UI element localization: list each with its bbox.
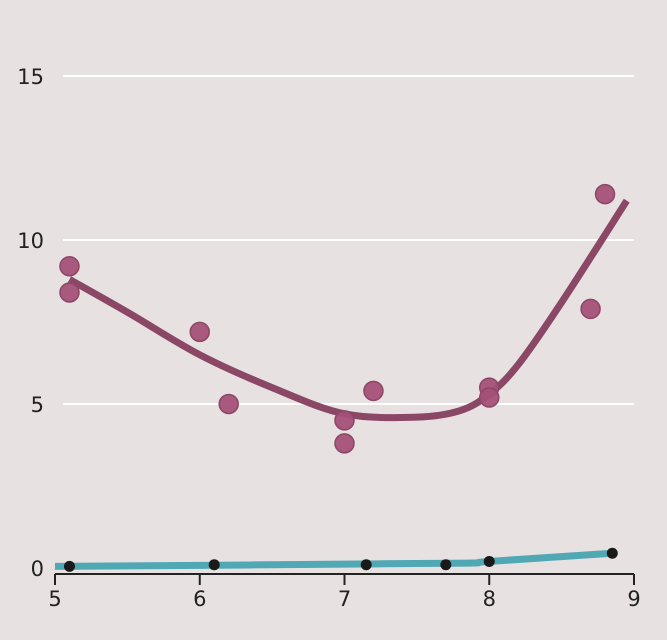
- series-a: [59, 183, 630, 454]
- x-tick-label-5: 5: [48, 587, 61, 611]
- series-a-point-1: [59, 282, 80, 303]
- gridlines: [63, 75, 634, 405]
- x-axis-tick-labels: 5 6 7 8 9: [48, 587, 640, 611]
- y-tick-label-10: 10: [17, 229, 44, 253]
- series-b-trend-line: [54, 549, 613, 570]
- x-axis: [54, 573, 635, 585]
- series-b-point-3: [440, 559, 452, 571]
- x-tick-label-8: 8: [483, 587, 496, 611]
- series-a-point-6: [363, 380, 384, 402]
- x-tick-label-6: 6: [193, 587, 206, 611]
- y-axis-tick-labels: 0 5 10 15: [17, 65, 44, 581]
- series-b-point-4: [483, 555, 495, 567]
- series-a-point-0: [59, 255, 80, 277]
- series-b: [54, 547, 618, 572]
- y-tick-label-5: 5: [31, 393, 44, 417]
- x-tick-label-9: 9: [627, 587, 640, 611]
- series-b-point-5: [606, 547, 618, 559]
- series-b-point-0: [63, 560, 75, 572]
- series-a-point-8: [479, 387, 500, 408]
- series-b-point-1: [208, 559, 220, 571]
- y-tick-label-15: 15: [17, 65, 44, 89]
- series-a-point-10: [594, 183, 616, 205]
- series-a-point-3: [218, 393, 239, 415]
- series-a-point-2: [189, 321, 210, 343]
- series-b-point-2: [360, 559, 372, 571]
- series-a-trend-line: [67, 198, 630, 422]
- series-a-point-9: [580, 298, 601, 320]
- y-tick-label-0: 0: [31, 557, 44, 581]
- x-tick-label-7: 7: [338, 587, 351, 611]
- series-a-point-5: [334, 433, 355, 454]
- series-a-point-4: [334, 410, 355, 431]
